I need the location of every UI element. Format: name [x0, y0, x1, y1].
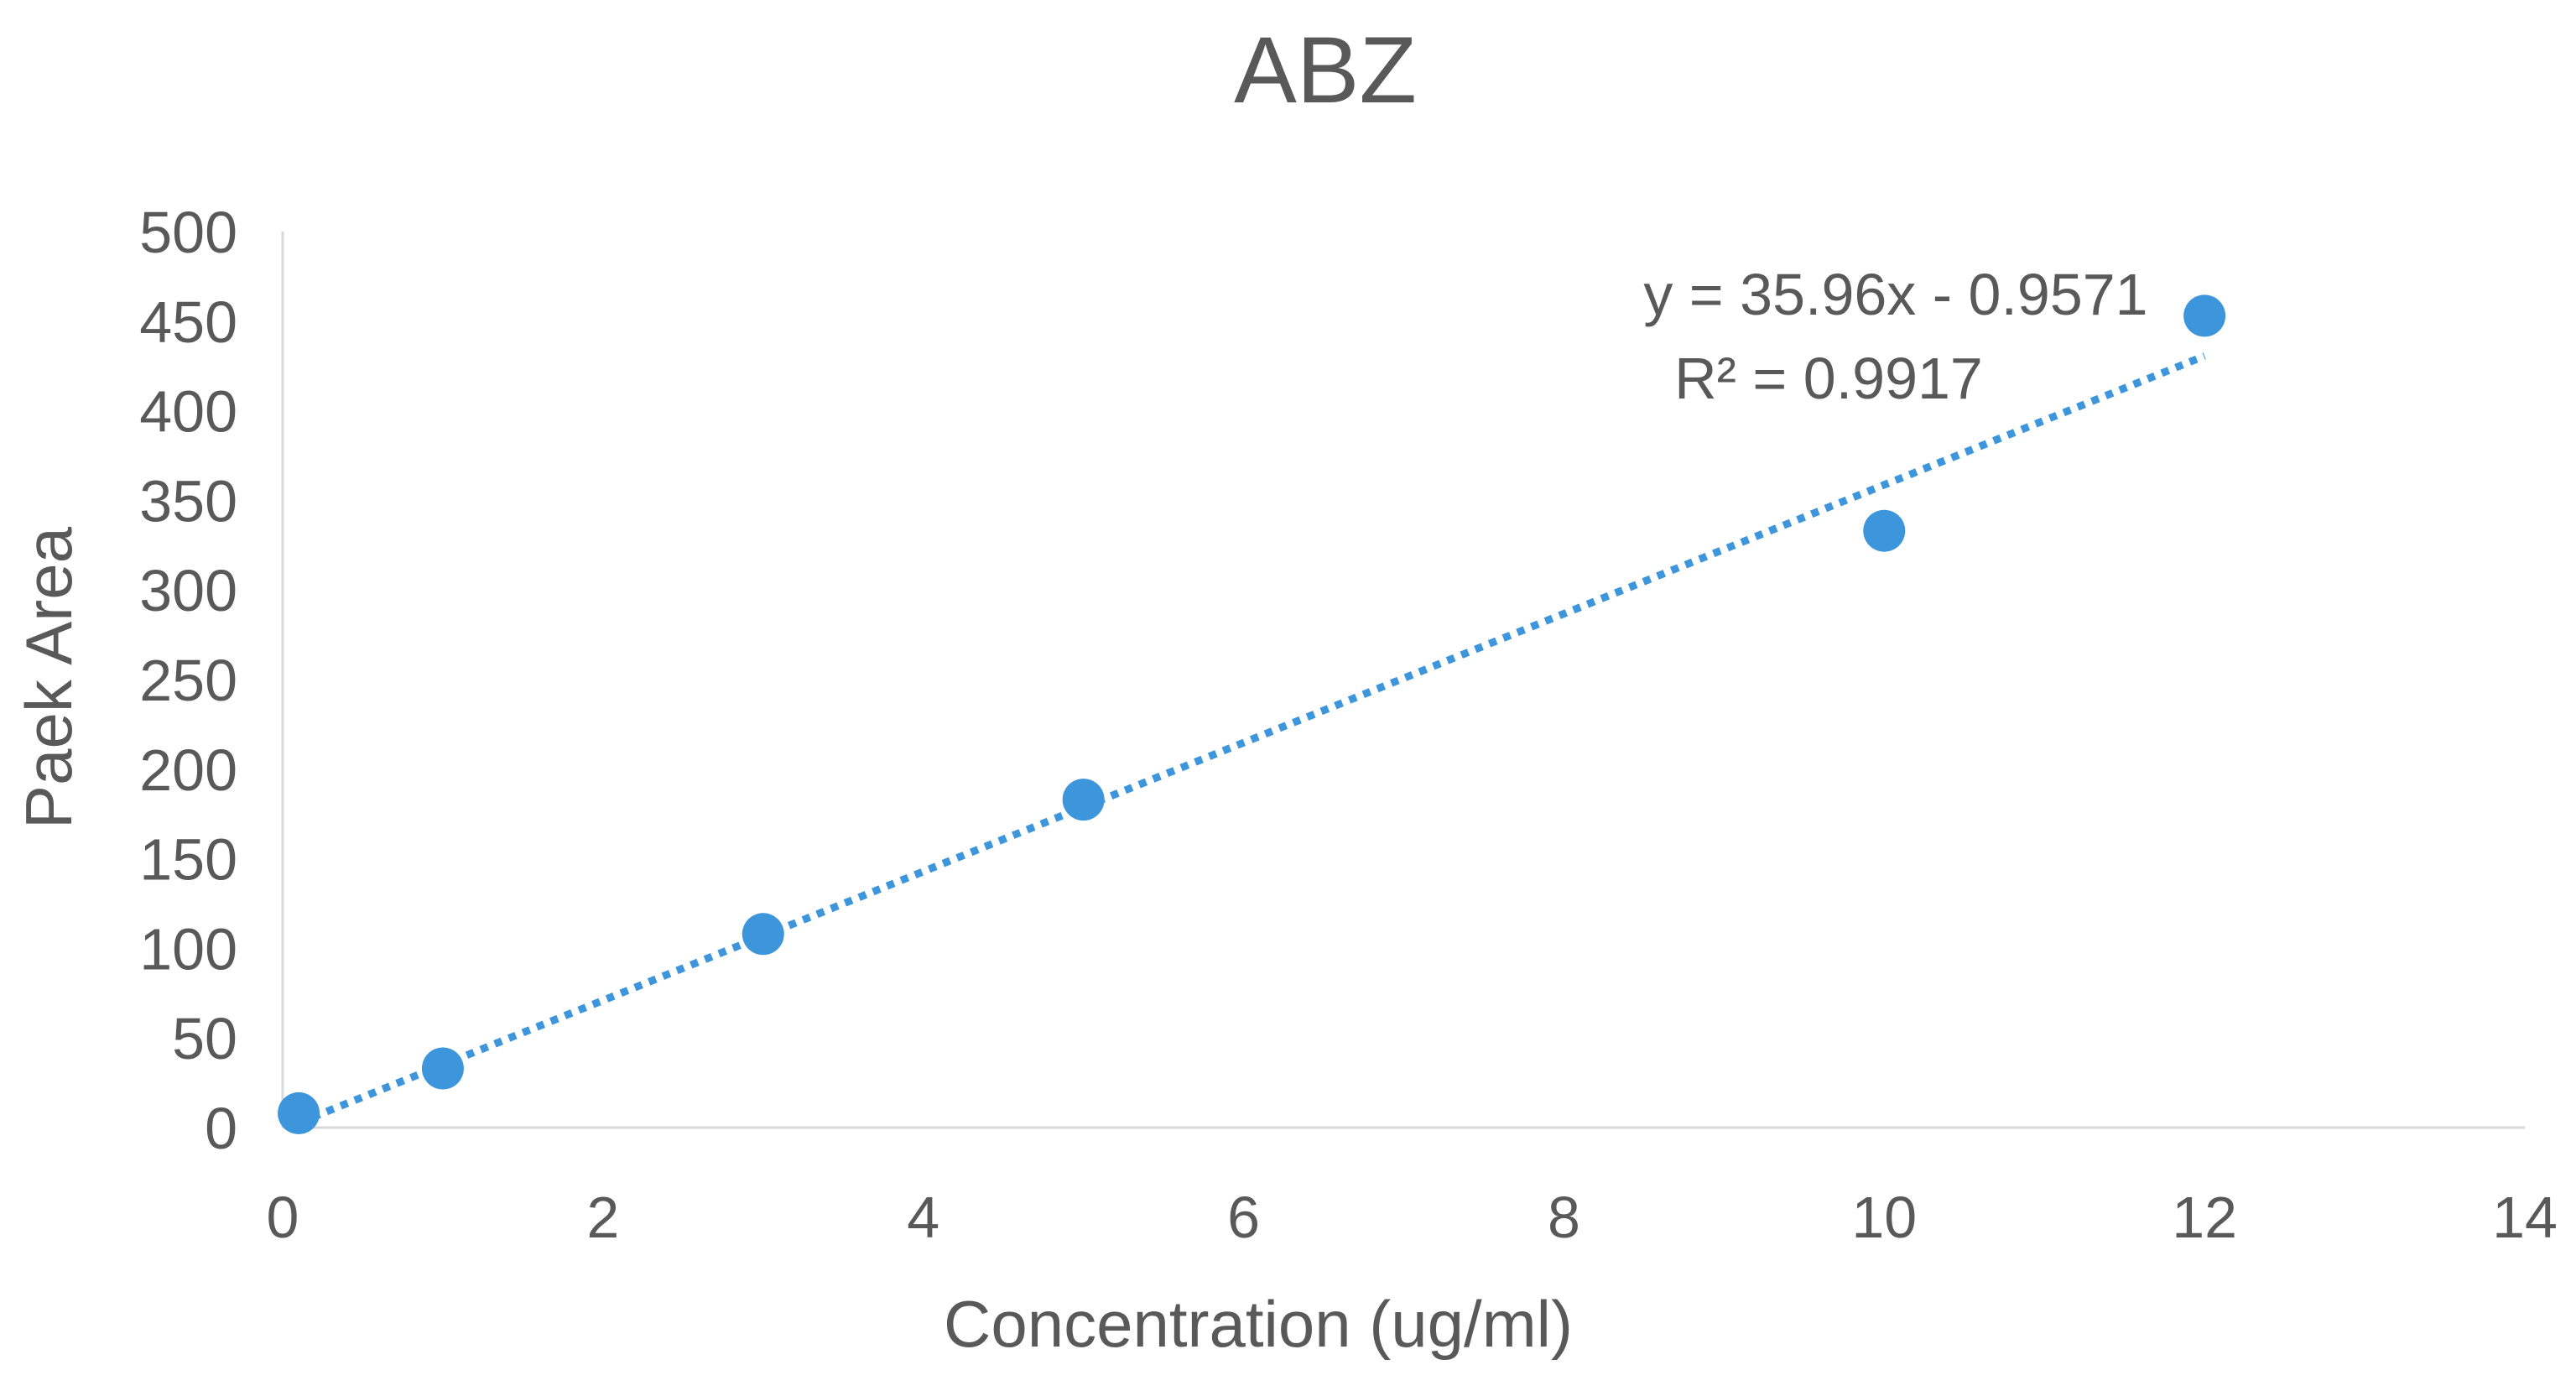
data-point	[1863, 509, 1906, 552]
y-tick-label: 0	[205, 1096, 237, 1161]
y-tick-label: 400	[139, 379, 237, 445]
data-points	[278, 294, 2226, 1134]
x-tick-label: 14	[2492, 1185, 2558, 1250]
y-tick-label: 200	[139, 737, 237, 803]
trendline	[297, 352, 2206, 1127]
x-tick-label: 8	[1548, 1185, 1580, 1250]
x-tick-label: 4	[907, 1185, 939, 1250]
y-tick-label: 150	[139, 827, 237, 893]
x-tick-label: 2	[586, 1185, 619, 1250]
x-axis-title: Concentration (ug/ml)	[944, 1287, 1573, 1361]
data-point	[278, 1091, 320, 1134]
trendline-equation: y = 35.96x - 0.9571	[1643, 262, 2147, 327]
y-tick-labels: 0 50 100 150 200 250 300 350 400 450 500	[139, 200, 237, 1161]
axes	[281, 232, 2525, 1129]
data-point	[2183, 294, 2226, 337]
data-point	[1062, 779, 1105, 821]
x-tick-label: 10	[1851, 1185, 1917, 1250]
y-tick-label: 250	[139, 648, 237, 713]
y-tick-label: 500	[139, 200, 237, 265]
y-tick-label: 300	[139, 558, 237, 623]
x-tick-label: 0	[267, 1185, 299, 1250]
y-axis-title: Paek Area	[12, 526, 86, 829]
data-point	[742, 913, 784, 956]
chart-title: ABZ	[1234, 18, 1417, 122]
trendline-layer	[297, 352, 2206, 1127]
y-tick-label: 450	[139, 289, 237, 355]
r-squared-label: R² = 0.9917	[1674, 346, 1983, 411]
y-tick-label: 350	[139, 468, 237, 534]
y-tick-label: 100	[139, 916, 237, 982]
x-tick-labels: 0 2 4 6 8 10 12 14	[267, 1185, 2558, 1250]
x-tick-label: 6	[1227, 1185, 1260, 1250]
data-point	[421, 1047, 464, 1090]
y-tick-label: 50	[172, 1006, 237, 1071]
x-tick-label: 12	[2172, 1185, 2237, 1250]
